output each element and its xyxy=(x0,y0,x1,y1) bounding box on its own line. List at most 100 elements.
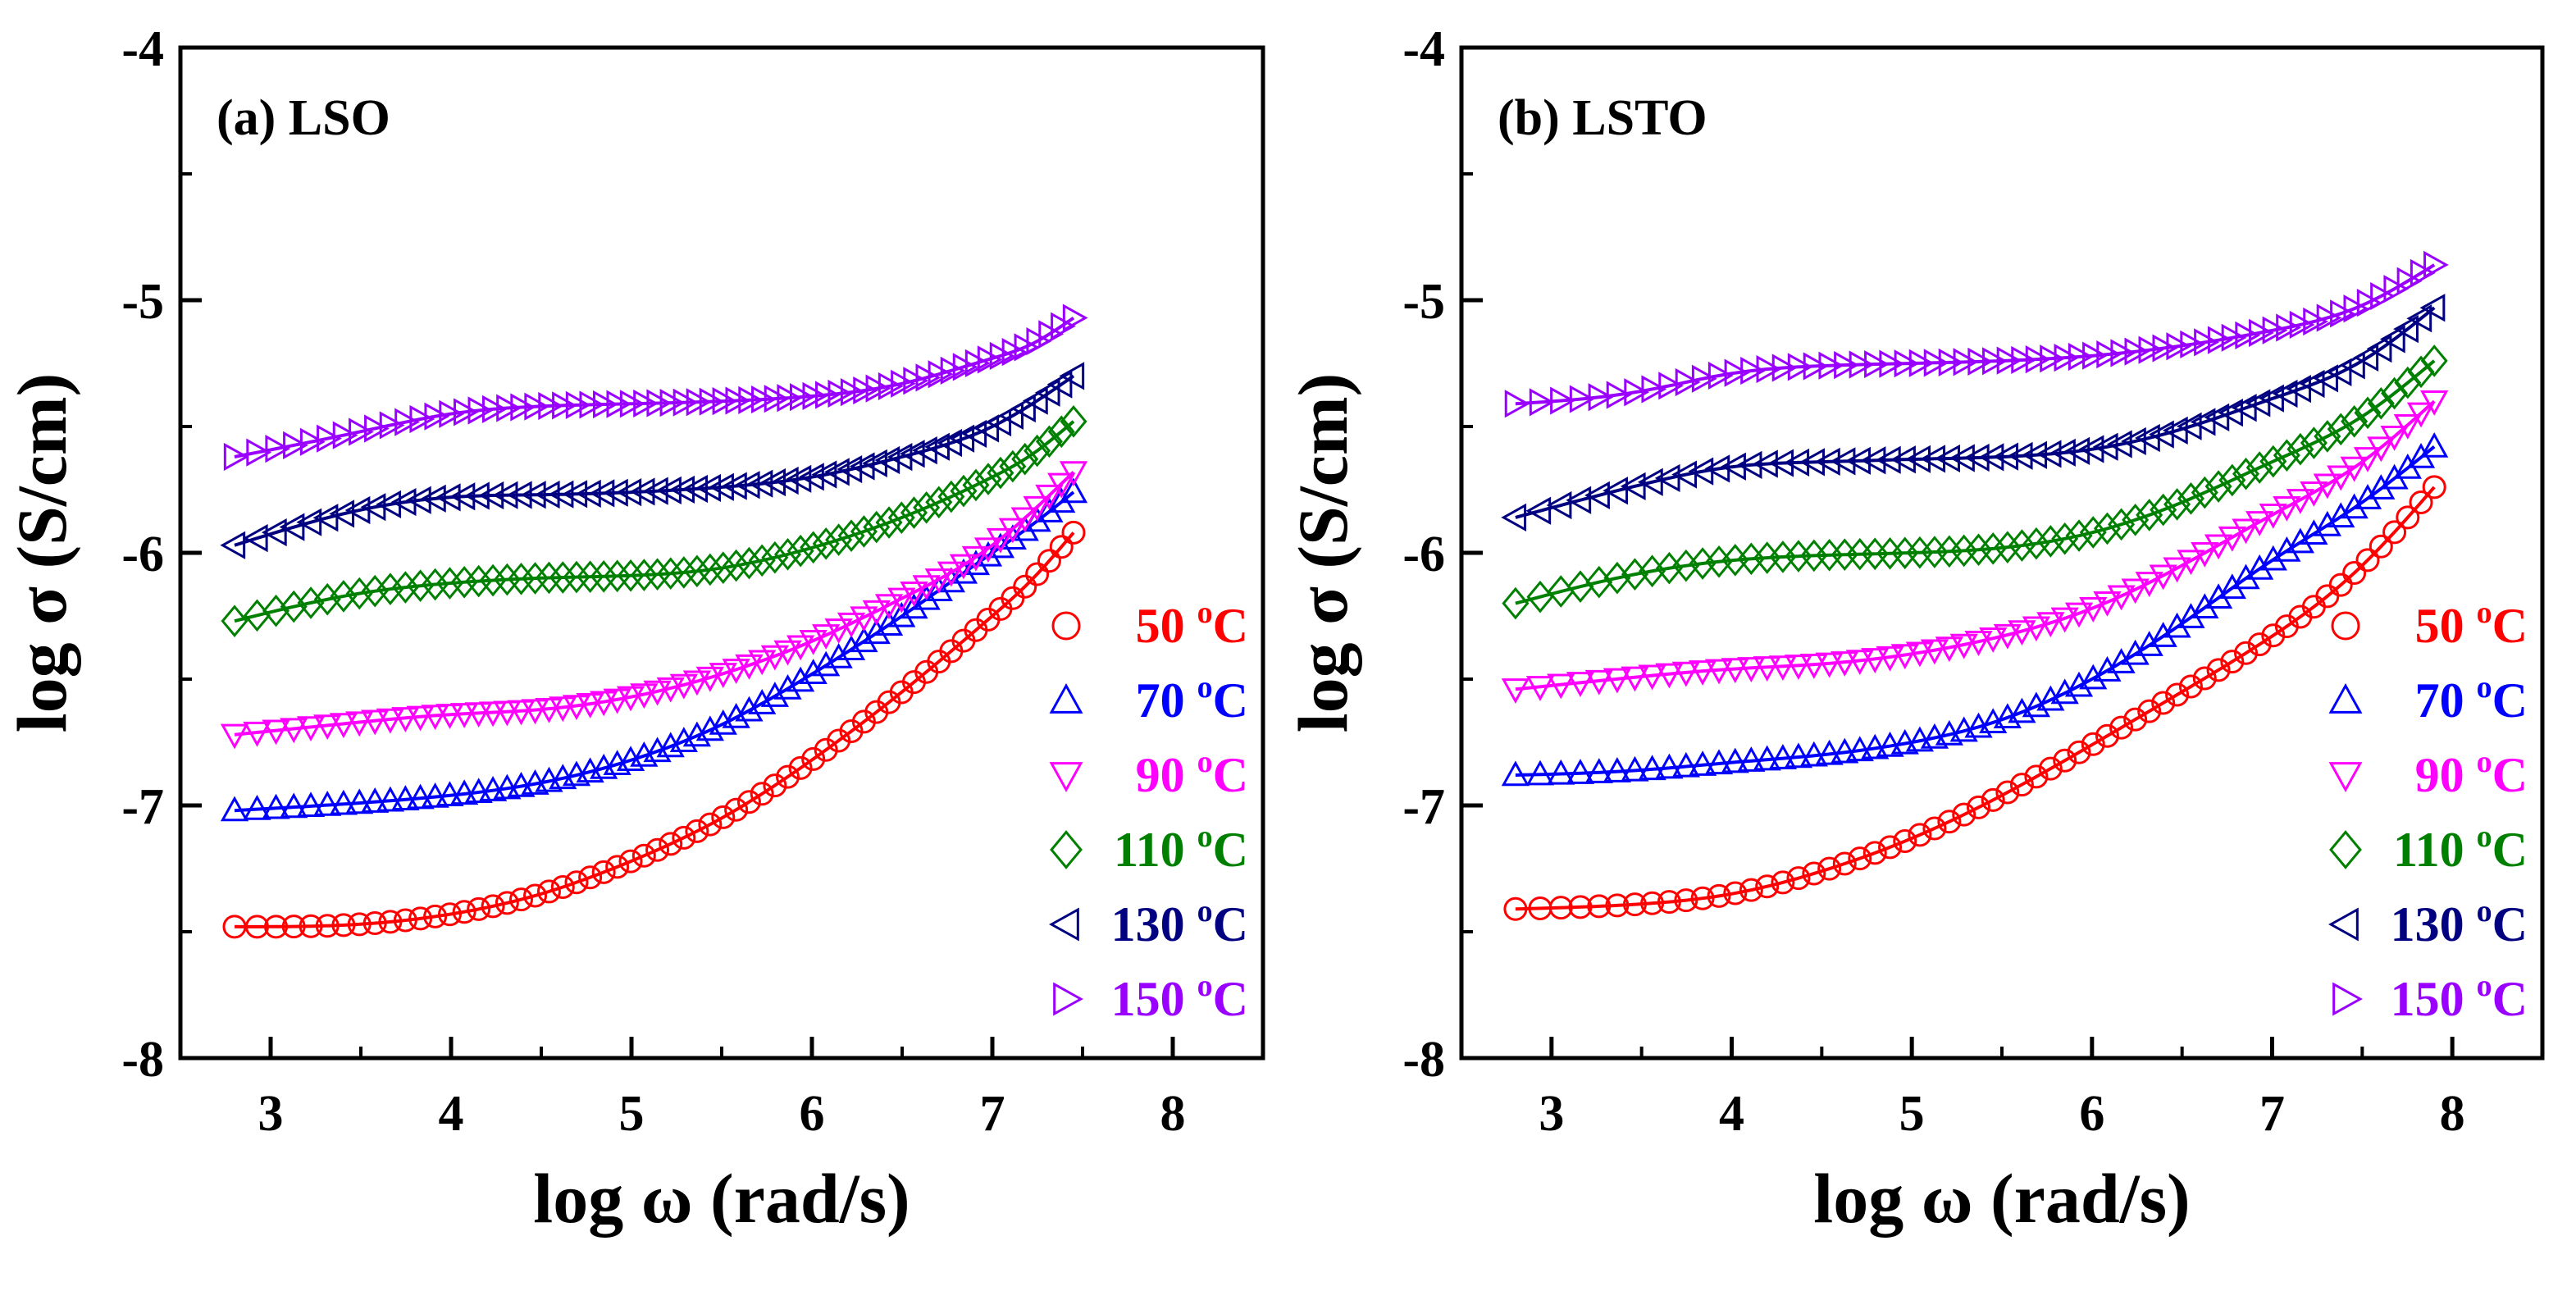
data-point xyxy=(874,594,904,620)
data-point xyxy=(630,683,659,709)
data-point xyxy=(2054,344,2080,372)
data-point xyxy=(2340,456,2369,482)
data-point xyxy=(659,832,683,856)
data-point xyxy=(903,367,929,395)
data-point xyxy=(603,688,631,714)
legend-marker xyxy=(2328,907,2359,942)
data-point xyxy=(656,677,685,703)
data-point xyxy=(1037,549,1061,573)
data-point xyxy=(405,486,431,514)
data-point xyxy=(812,624,841,650)
data-point xyxy=(1753,449,1778,478)
legend-marker xyxy=(1053,982,1084,1016)
data-point xyxy=(2180,330,2206,358)
y-tick-label: -7 xyxy=(1402,779,1445,835)
data-point xyxy=(2093,591,2122,617)
data-point xyxy=(280,718,308,744)
data-point xyxy=(1688,660,1717,686)
data-point xyxy=(2393,413,2422,440)
data-point xyxy=(1861,733,1890,760)
series-70C xyxy=(1501,431,2449,787)
data-point xyxy=(523,883,548,908)
data-point xyxy=(1979,532,2007,565)
data-point xyxy=(243,721,271,747)
data-point xyxy=(2194,328,2219,357)
data-point xyxy=(2191,476,2218,509)
legend-label: 90 oC xyxy=(2415,745,2528,802)
data-point xyxy=(1879,349,1905,378)
legend-item-110C: 110 oC xyxy=(2329,819,2528,877)
data-point xyxy=(2053,748,2077,773)
data-point xyxy=(1704,659,1734,685)
data-point xyxy=(1949,444,1975,472)
data-point xyxy=(2107,648,2136,673)
data-point xyxy=(2259,545,2287,571)
data-point xyxy=(734,471,760,500)
data-point xyxy=(1721,452,1746,481)
data-point xyxy=(1845,650,1874,676)
data-point xyxy=(878,372,904,401)
data-point xyxy=(1935,444,1961,473)
data-point xyxy=(644,558,672,591)
data-point xyxy=(296,716,326,742)
x-tick-label: 4 xyxy=(439,1086,464,1142)
data-point xyxy=(2289,310,2315,340)
data-point xyxy=(390,487,417,517)
data-point xyxy=(1831,737,1859,764)
data-point xyxy=(656,476,682,504)
x-tick-label: 8 xyxy=(1160,1086,1186,1142)
data-point xyxy=(617,559,645,592)
data-point xyxy=(1721,658,1749,684)
data-point xyxy=(824,618,853,644)
data-point xyxy=(576,693,604,718)
data-point xyxy=(2206,658,2231,682)
legend-marker xyxy=(1049,682,1083,714)
data-point xyxy=(2178,674,2203,699)
data-point xyxy=(564,870,589,895)
data-point xyxy=(364,414,390,443)
data-point xyxy=(2110,339,2136,367)
data-point xyxy=(265,435,291,463)
data-point xyxy=(562,695,591,721)
data-point xyxy=(811,460,837,489)
data-point xyxy=(2192,666,2217,691)
data-point xyxy=(837,454,863,484)
panel-label: (b) LSTO xyxy=(1498,90,1707,146)
data-point xyxy=(1876,731,1904,757)
data-point xyxy=(1014,333,1040,362)
data-point xyxy=(2232,518,2260,545)
data-point xyxy=(521,562,549,595)
data-point xyxy=(1603,668,1631,694)
y-tick-label: -6 xyxy=(1402,527,1445,582)
x-tick-label: 6 xyxy=(800,1086,825,1142)
data-point xyxy=(1799,741,1828,767)
data-point xyxy=(2163,488,2191,521)
data-point xyxy=(315,914,340,938)
data-point xyxy=(1996,346,2022,375)
legend-item-130C: 130 oC xyxy=(2328,894,2528,951)
data-point xyxy=(2313,364,2338,393)
data-point xyxy=(1638,755,1666,781)
data-point xyxy=(823,458,850,486)
data-point xyxy=(1657,890,1681,915)
data-point xyxy=(2204,534,2233,560)
data-point xyxy=(828,379,854,408)
data-point xyxy=(1967,795,1991,819)
data-point xyxy=(911,436,937,465)
chart-panel-b: 3 4 5 6 7 8 -4 -5 -6 -7 -8 log ω (rad/s) log σ (S/cm… xyxy=(1283,21,2545,1238)
data-point xyxy=(735,696,764,722)
data-point xyxy=(2369,534,2393,559)
data-point xyxy=(686,388,712,417)
data-point xyxy=(481,395,508,423)
y-tick-label: -4 xyxy=(121,21,164,77)
data-point xyxy=(2149,564,2177,591)
data-point xyxy=(799,629,828,655)
data-point xyxy=(760,682,789,707)
data-point xyxy=(1953,348,1979,376)
data-point xyxy=(2396,505,2420,530)
data-point xyxy=(949,554,978,580)
data-point xyxy=(2079,516,2107,549)
x-tick-label: 7 xyxy=(2259,1086,2285,1142)
data-point xyxy=(1993,623,2022,650)
data-point xyxy=(478,701,508,728)
